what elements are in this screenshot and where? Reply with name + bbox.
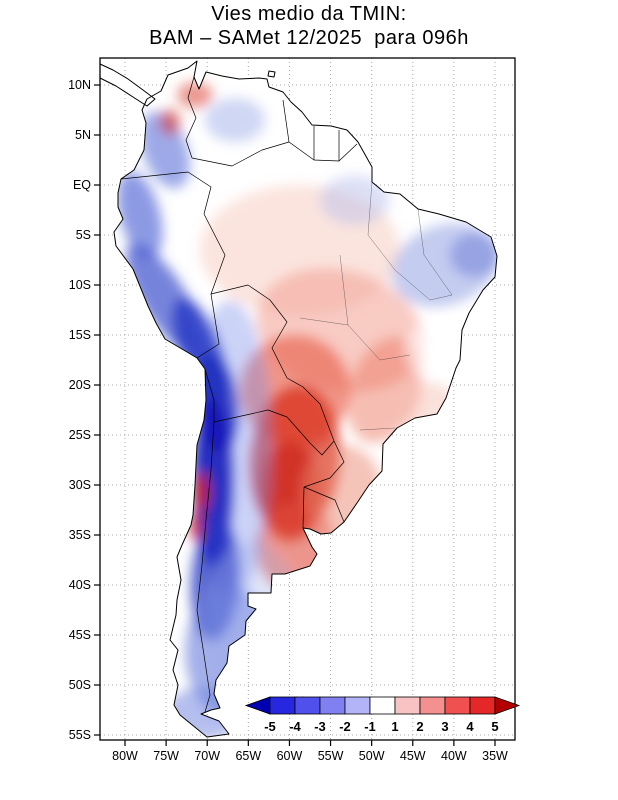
lat-tick-label: 55S [69,728,91,742]
axis-ticks [94,84,496,746]
state-borders [299,181,453,431]
bias-region [204,542,300,698]
colorbar-segment [344,696,371,715]
island-trinidad [267,70,276,78]
colorbar: -5 -4 -3 -2 -1 1 2 3 4 5 [244,696,521,734]
bias-region [140,111,190,189]
lon-tick-label: 45W [400,749,426,763]
coastline-central-america [99,63,156,107]
colorbar-segment [369,696,396,715]
colorbar-segment [419,696,446,715]
lat-tick-label: 20S [69,378,91,392]
colorbar-left-arrow [244,696,271,715]
map-title-line2: BAM – SAMet 12/2025 para 096h [149,27,469,49]
colorbar-label: -4 [289,719,301,734]
colorbar-label: -5 [264,719,276,734]
lat-tick-label: 15S [69,328,91,342]
lat-tick-label: 45S [69,628,91,642]
colorbar-segment [269,696,296,715]
bias-region [320,175,390,225]
bias-region [347,336,423,444]
lon-tick-label: 70W [194,749,220,763]
bias-region [165,687,245,737]
axis-labels: 80W 75W 70W 65W 60W 55W 50W 45W 40W 35W 10N 5N EQ 5S 1… [68,78,508,763]
map-frame [99,57,516,741]
bias-region [160,109,180,135]
lat-tick-label: 50S [69,678,91,692]
colorbar-label: 2 [416,719,423,734]
lat-tick-label: 30S [69,478,91,492]
colorbar-segment [444,696,471,715]
colorbar-label: -2 [339,719,351,734]
colorbar-segment [294,696,321,715]
colorbar-label: 1 [391,719,398,734]
bias-region [189,511,203,541]
lat-tick-label: 5N [75,128,91,142]
colorbar-label: 4 [466,719,474,734]
map-header: Vies medio da TMIN: BAM – SAMet 12/2025 … [0,2,618,50]
lat-tick-label: 10S [69,278,91,292]
lat-tick-label: 10N [68,78,91,92]
lat-tick-label: 5S [76,228,91,242]
lon-tick-label: 60W [277,749,303,763]
lat-tick-label: 40S [69,578,91,592]
bias-region [205,98,265,142]
lat-tick-label: 25S [69,428,91,442]
map-title-line1: Vies medio da TMIN: [211,3,407,25]
lon-tick-label: 35W [482,749,508,763]
lat-tick-label: 35S [69,528,91,542]
colorbar-label: -3 [314,719,326,734]
colorbar-segment [394,696,421,715]
colorbar-segment [319,696,346,715]
bias-region [193,472,209,512]
lat-tick-label: EQ [73,178,91,192]
bias-region [450,233,497,277]
colorbar-right-arrow [494,696,521,715]
country-borders [120,76,358,713]
bias-region [117,171,163,259]
lon-tick-label: 65W [235,749,261,763]
lon-tick-label: 80W [112,749,138,763]
bias-region [177,82,213,108]
coastline-south-america [113,60,498,738]
bias-region [405,322,475,378]
colorbar-label: 3 [441,719,448,734]
bias-field-layer [100,61,497,737]
lon-tick-label: 75W [153,749,179,763]
colorbar-label: 5 [491,719,498,734]
colorbar-segment [469,696,496,715]
lon-tick-label: 55W [318,749,344,763]
lon-tick-label: 50W [359,749,385,763]
colorbar-label: -1 [364,719,376,734]
lon-tick-label: 40W [441,749,467,763]
